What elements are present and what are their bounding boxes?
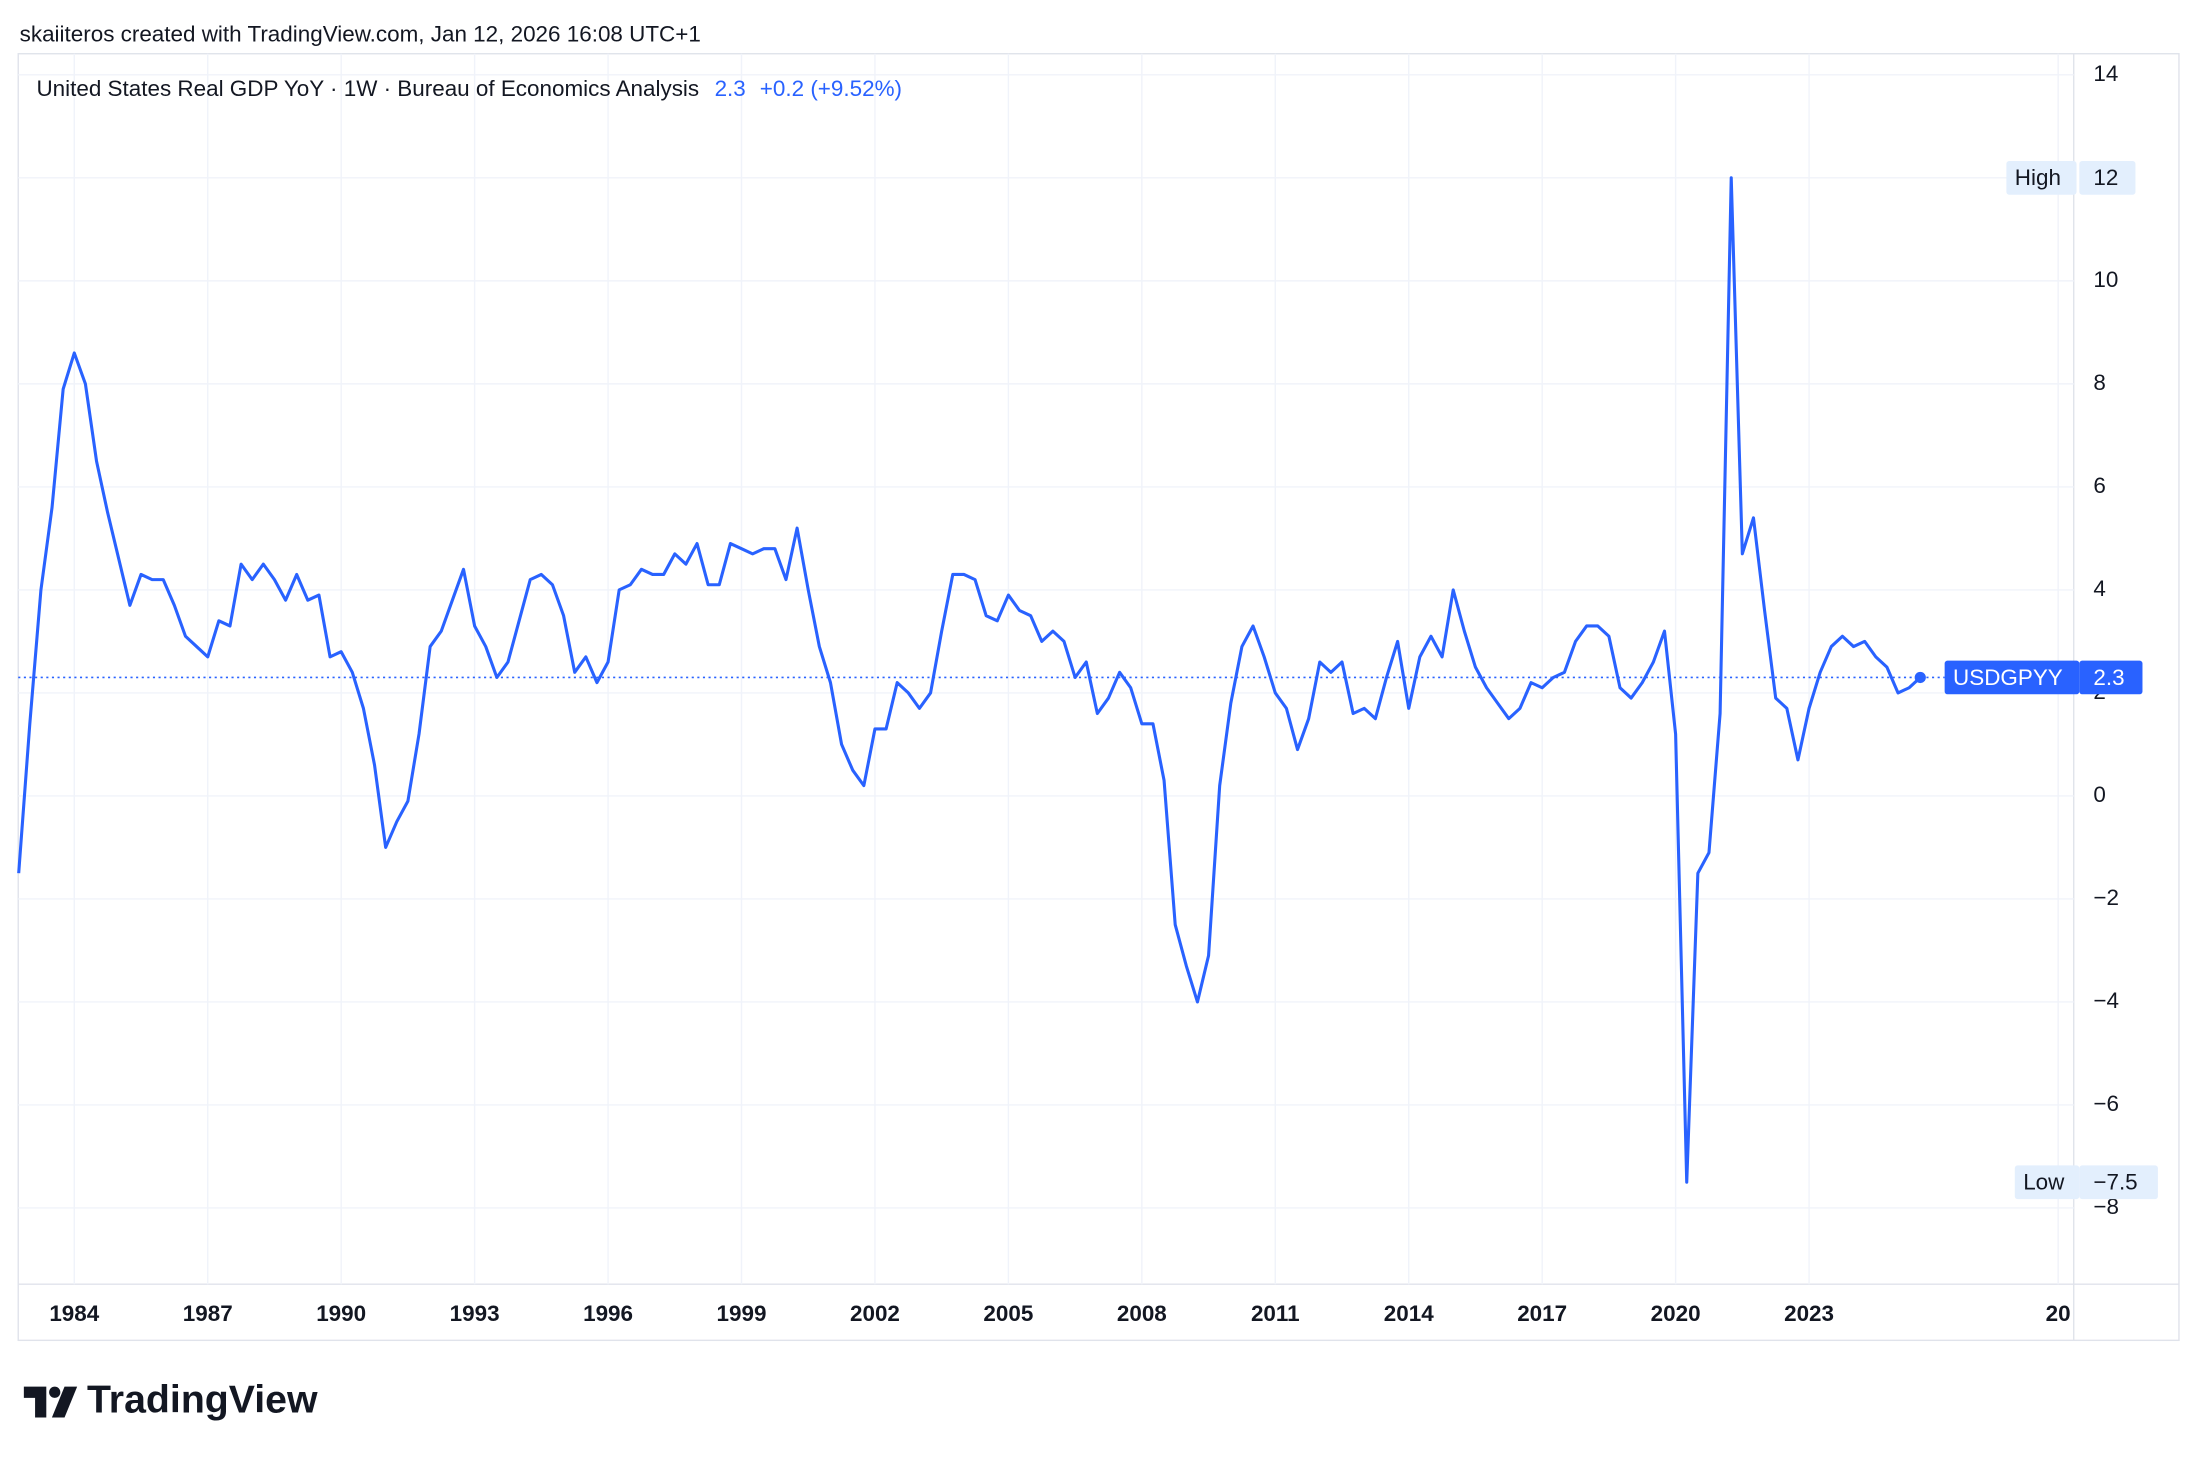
y-tick-label: −2 xyxy=(2093,885,2119,910)
legend-change: +0.2 (+9.52%) xyxy=(760,76,902,101)
x-tick-label: 1996 xyxy=(583,1301,633,1326)
x-tick-label: 1987 xyxy=(183,1301,233,1326)
annotation-value: 12 xyxy=(2093,165,2118,190)
x-tick-label: 1999 xyxy=(717,1301,767,1326)
x-tick-label: 1984 xyxy=(49,1301,99,1326)
x-tick-label: 20 xyxy=(2046,1301,2071,1326)
annotation-label-bg xyxy=(1944,660,2080,695)
annotation-label: High xyxy=(2015,165,2061,190)
legend-title: United States Real GDP YoY · 1W · Bureau… xyxy=(36,76,699,101)
y-tick-label: −4 xyxy=(2093,988,2119,1013)
plot xyxy=(17,176,1945,1184)
annotation-label-bg xyxy=(2006,161,2077,195)
x-tick-label: 2011 xyxy=(1251,1301,1300,1326)
annotation-label: Low xyxy=(2023,1170,2065,1195)
x-tick-label: 2002 xyxy=(850,1301,900,1326)
header: skaiiteros created with TradingView.com,… xyxy=(20,21,701,46)
legend-last-value: 2.3 xyxy=(715,76,746,101)
x-tick-label: 2017 xyxy=(1517,1301,1567,1326)
annotation-label-bg xyxy=(2014,1165,2080,1200)
annotation-value-bg xyxy=(2079,1165,2158,1200)
last-point xyxy=(1914,671,1926,684)
x-tick-label: 2020 xyxy=(1651,1301,1701,1326)
y-tick-label: 6 xyxy=(2093,473,2105,498)
grid xyxy=(18,53,2074,1285)
y-tick-label: 4 xyxy=(2093,576,2105,601)
annotation-value: −7.5 xyxy=(2093,1170,2137,1195)
x-tick-label: 1990 xyxy=(316,1301,366,1326)
logo-icon xyxy=(49,1386,61,1398)
y-tick-label: 10 xyxy=(2093,267,2118,292)
x-tick-label: 2023 xyxy=(1784,1301,1834,1326)
x-tick-label: 2014 xyxy=(1384,1301,1434,1326)
annotation-value-bg xyxy=(2079,660,2143,695)
y-tick-label: 0 xyxy=(2093,782,2105,807)
annotation-value-bg xyxy=(2079,161,2136,195)
annotation-value: 2.3 xyxy=(2093,665,2124,690)
chart-frame xyxy=(17,53,2180,1342)
x-tick-label: 1993 xyxy=(450,1301,500,1326)
annotation-label: USDGPYY xyxy=(1953,665,2063,690)
data-line xyxy=(17,176,1922,1184)
logo-text: TradingView xyxy=(87,1377,318,1421)
y-tick-label: −6 xyxy=(2093,1091,2119,1116)
y-tick-label: 14 xyxy=(2093,61,2118,86)
logo-icon xyxy=(51,1386,78,1418)
logo-icon xyxy=(23,1386,47,1418)
x-tick-label: 2008 xyxy=(1117,1301,1167,1326)
tradingview-logo: TradingView xyxy=(23,1377,318,1421)
x-tick-label: 2005 xyxy=(983,1301,1033,1326)
y-tick-label: 8 xyxy=(2093,370,2105,395)
